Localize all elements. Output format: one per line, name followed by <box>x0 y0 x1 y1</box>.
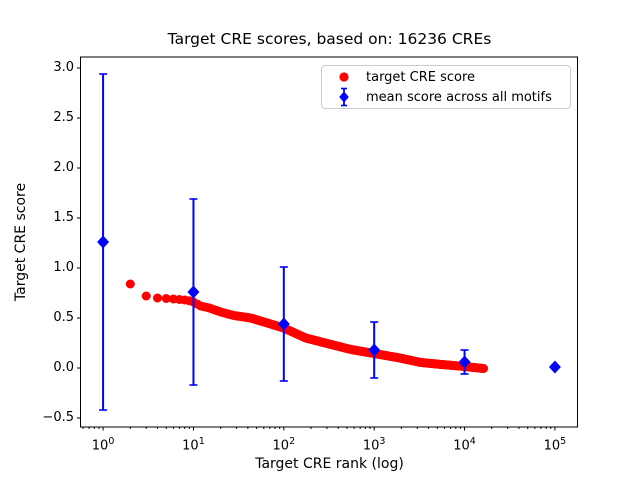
mean-diamond-marker <box>187 285 200 299</box>
blue-diamond-errorbar-icon <box>322 87 366 107</box>
axis-ticks <box>77 67 556 431</box>
legend: target CRE score mean score across all m… <box>321 65 571 109</box>
legend-label-mean-score: mean score across all motifs <box>366 89 552 105</box>
mean-diamond-marker <box>548 360 561 374</box>
x-tick-label: 103 <box>362 436 386 454</box>
x-tick-label: 102 <box>272 436 296 454</box>
y-tick-label: 1.0 <box>53 260 74 275</box>
y-tick-label: 3.0 <box>53 60 74 75</box>
y-tick-label: 2.5 <box>53 110 74 125</box>
legend-item-mean-score: mean score across all motifs <box>322 87 570 107</box>
x-tick-label: 105 <box>543 436 567 454</box>
mean-diamond-marker <box>277 317 290 331</box>
y-tick-label: 0.5 <box>53 310 74 325</box>
mean-diamond-marker <box>97 235 110 249</box>
y-tick-label: 0.0 <box>53 360 74 375</box>
scatter-point <box>141 291 151 301</box>
scatter-point <box>125 279 135 289</box>
series-mean-score-errorbars <box>97 73 561 411</box>
x-tick-label: 104 <box>453 436 476 454</box>
scatter-point <box>153 293 162 303</box>
x-tick-label: 100 <box>91 436 115 454</box>
legend-item-target-cre-score: target CRE score <box>322 67 570 87</box>
y-tick-label: −0.5 <box>42 410 74 425</box>
mean-diamond-marker <box>368 343 381 357</box>
scatter-point <box>479 364 489 373</box>
scatter-point <box>161 294 171 303</box>
mean-diamond-marker <box>458 355 471 369</box>
red-circle-icon <box>322 70 366 84</box>
series-target-cre-score <box>125 279 489 373</box>
x-tick-label: 101 <box>182 436 205 454</box>
y-tick-label: 2.0 <box>53 160 74 175</box>
plot-border <box>80 56 578 428</box>
x-axis-label: Target CRE rank (log) <box>255 456 404 472</box>
chart-title: Target CRE scores, based on: 16236 CREs <box>167 30 492 48</box>
y-tick-label: 1.5 <box>53 210 74 225</box>
legend-label-target-cre-score: target CRE score <box>366 69 476 85</box>
